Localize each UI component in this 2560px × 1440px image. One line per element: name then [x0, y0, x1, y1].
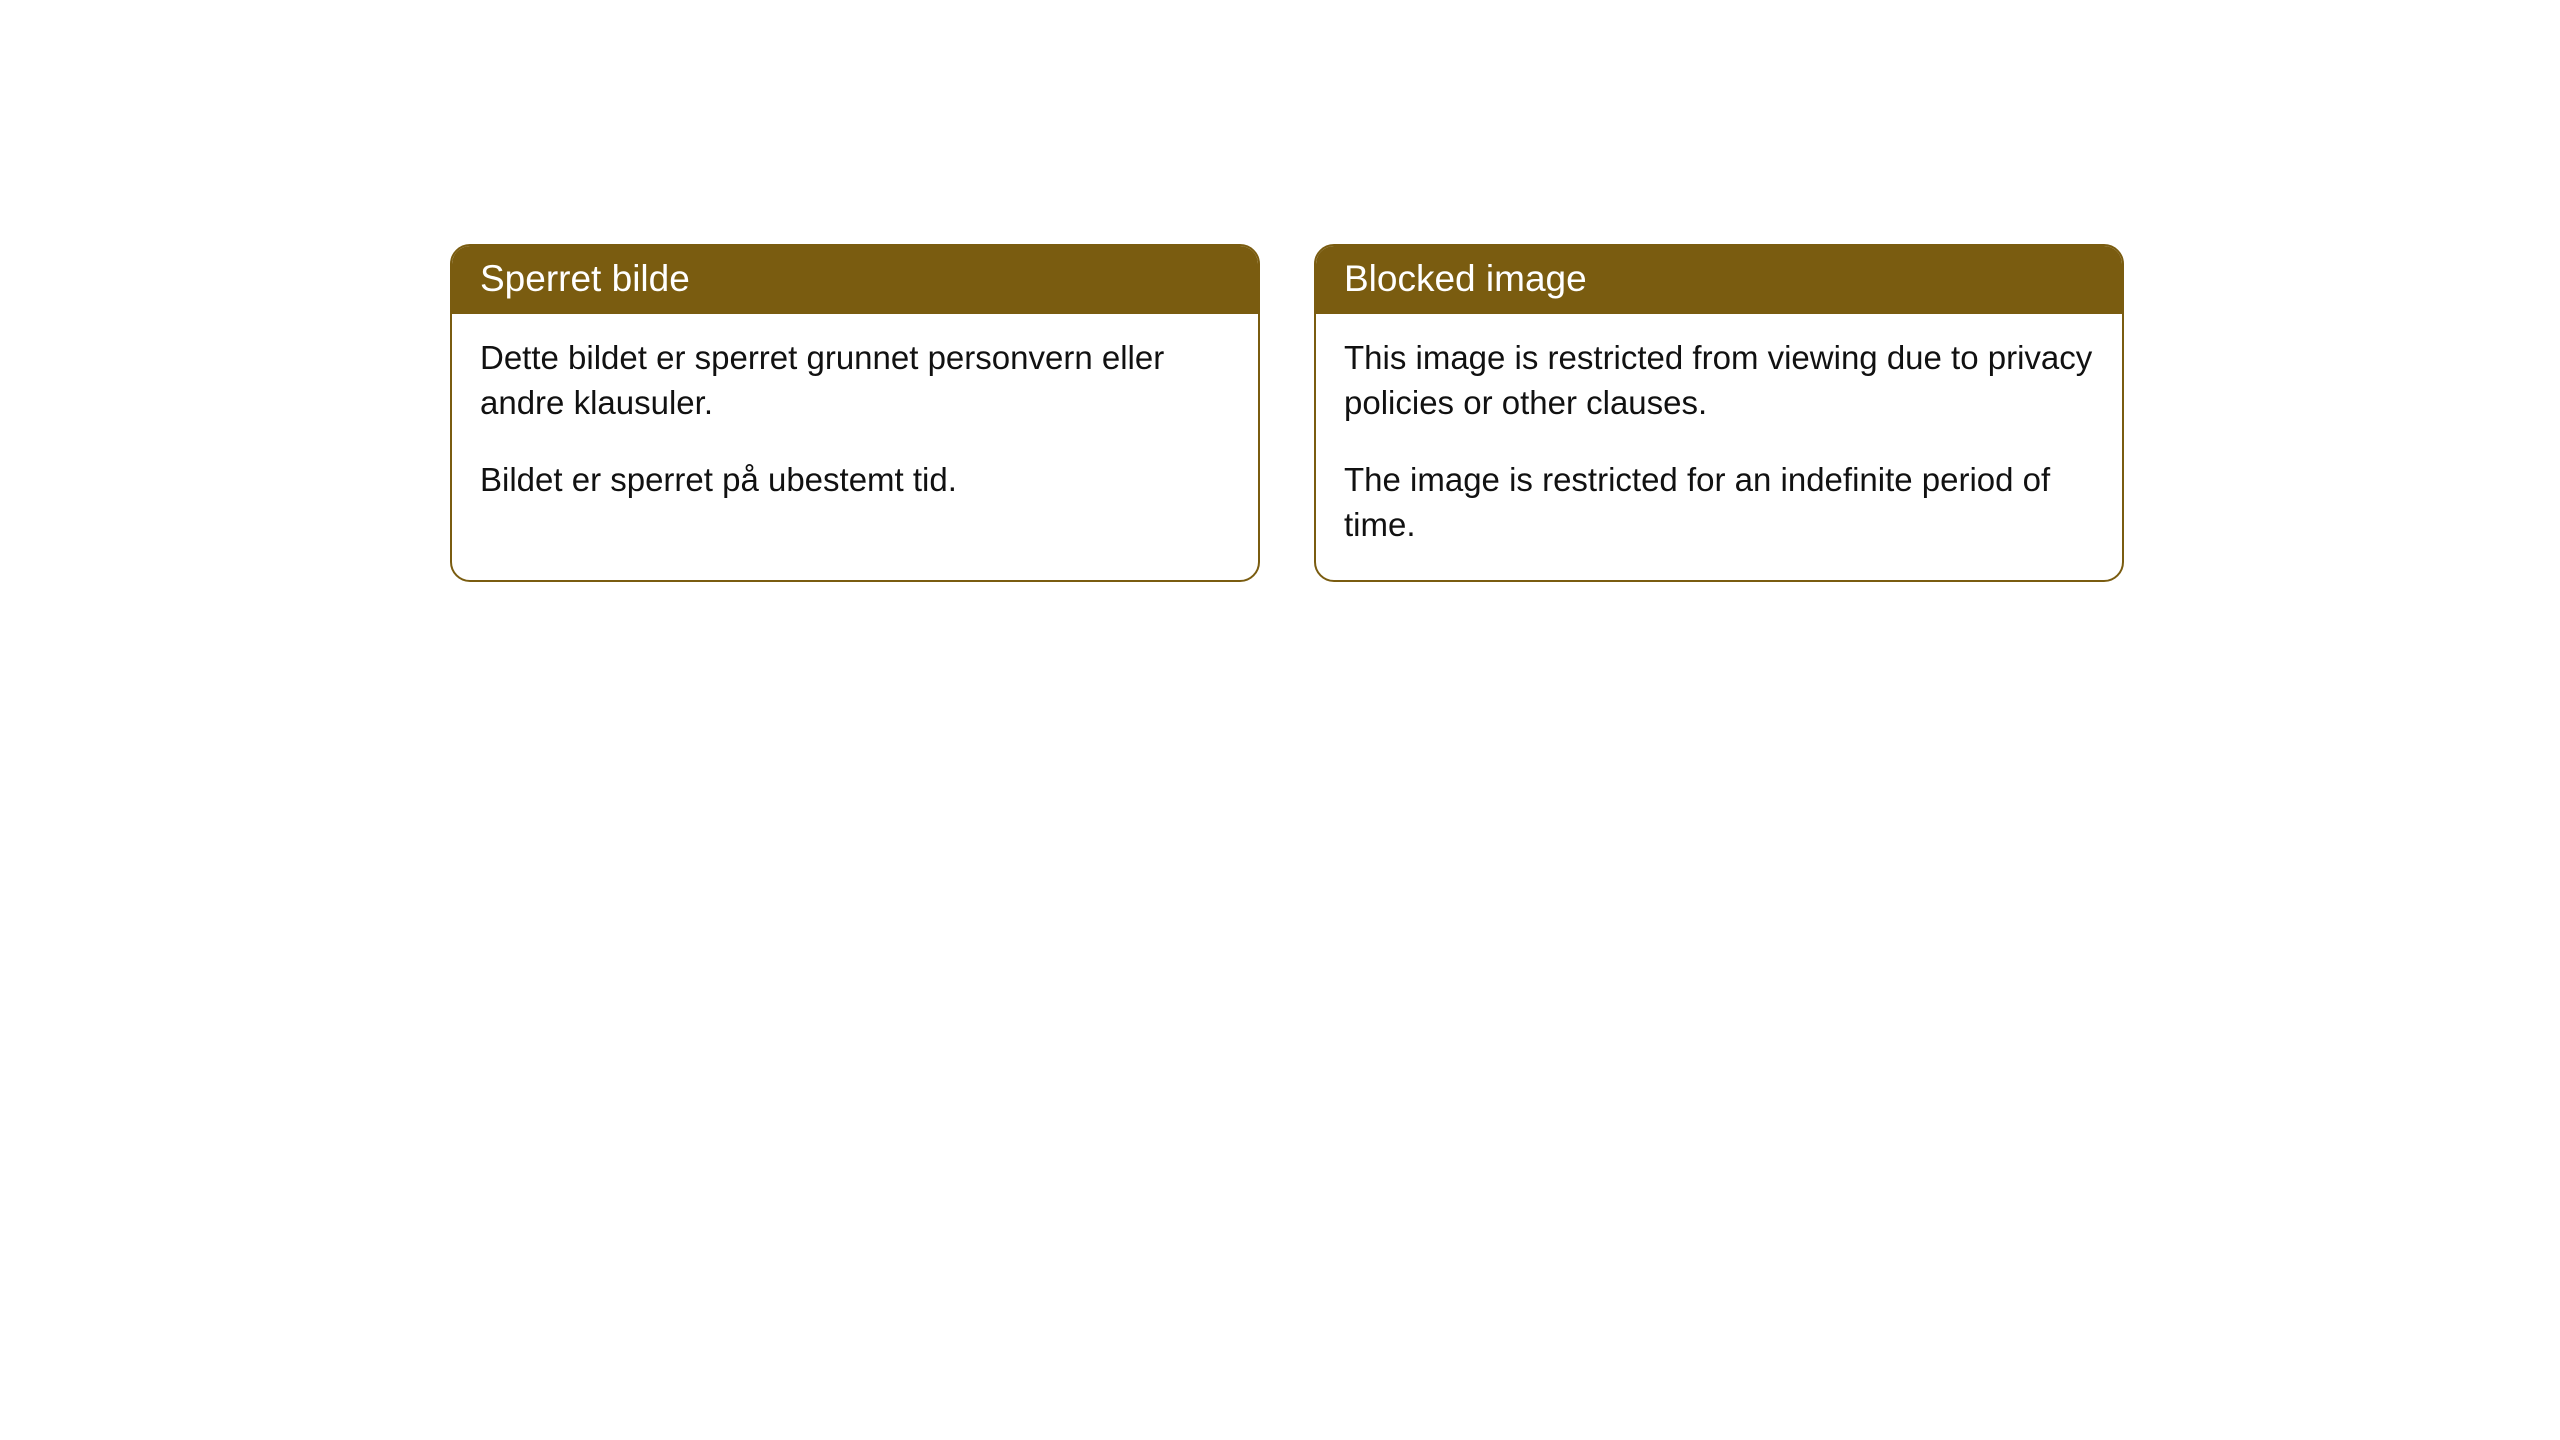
card-title-no: Sperret bilde: [452, 246, 1258, 314]
card-paragraph: The image is restricted for an indefinit…: [1344, 458, 2094, 548]
blocked-image-card-no: Sperret bilde Dette bildet er sperret gr…: [450, 244, 1260, 582]
card-paragraph: This image is restricted from viewing du…: [1344, 336, 2094, 426]
card-paragraph: Dette bildet er sperret grunnet personve…: [480, 336, 1230, 426]
card-paragraph: Bildet er sperret på ubestemt tid.: [480, 458, 1230, 503]
card-body-no: Dette bildet er sperret grunnet personve…: [452, 314, 1258, 535]
notice-card-row: Sperret bilde Dette bildet er sperret gr…: [0, 0, 2560, 582]
card-title-en: Blocked image: [1316, 246, 2122, 314]
blocked-image-card-en: Blocked image This image is restricted f…: [1314, 244, 2124, 582]
card-body-en: This image is restricted from viewing du…: [1316, 314, 2122, 580]
